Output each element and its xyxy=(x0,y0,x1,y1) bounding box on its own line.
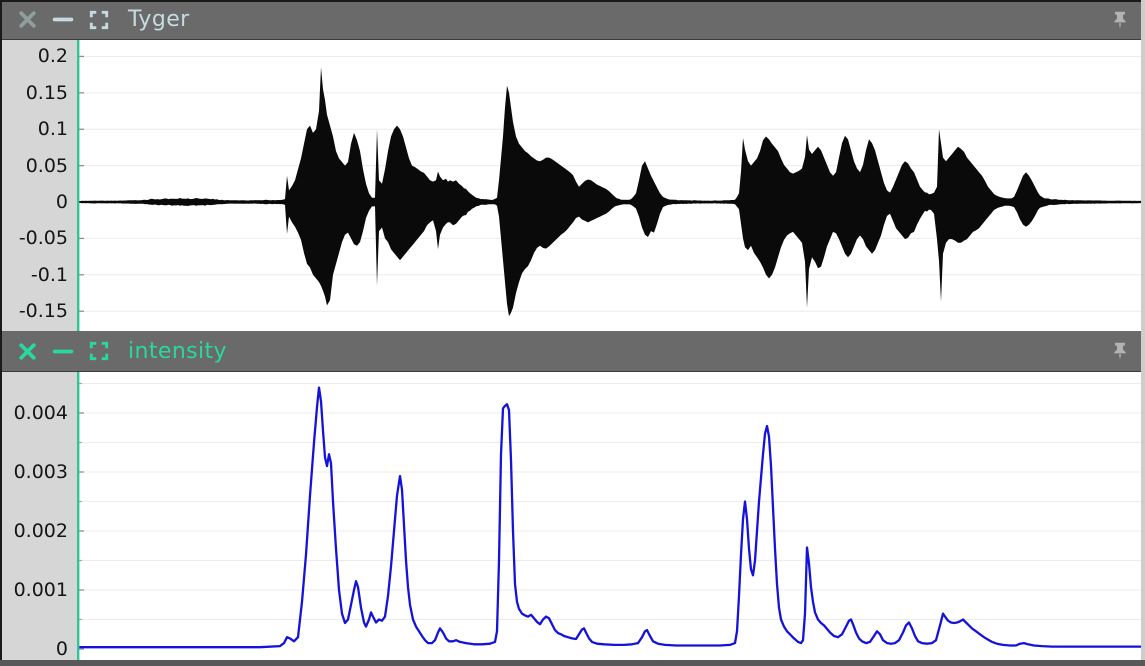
minimize-icon xyxy=(52,17,74,22)
close-icon xyxy=(18,11,36,28)
intensity-plot[interactable] xyxy=(77,372,1145,666)
pin-button[interactable] xyxy=(1107,7,1133,33)
titlebar-tyger: Tyger xyxy=(0,0,1145,40)
pin-button[interactable] xyxy=(1107,338,1133,364)
expand-icon xyxy=(89,10,109,29)
waveform-plot[interactable] xyxy=(77,40,1145,331)
close-button[interactable] xyxy=(14,338,40,364)
expand-icon xyxy=(89,341,109,361)
panel-tyger: Tyger 0.2 0.15 0.1 0.05 0 -0.05 -0.1 -0.15 xyxy=(0,0,1145,331)
y-axis-label: -0.1 xyxy=(30,263,68,286)
y-axis-label: -0.15 xyxy=(18,300,68,323)
y-axis-label: -0.05 xyxy=(18,227,68,250)
expand-button[interactable] xyxy=(86,338,112,364)
y-axis-label: 0.15 xyxy=(25,81,68,104)
y-axis-label: 0 xyxy=(55,638,68,660)
pin-icon xyxy=(1114,342,1126,360)
panel-title: intensity xyxy=(128,338,227,364)
close-button[interactable] xyxy=(14,7,40,33)
close-icon xyxy=(18,342,36,360)
intensity-y-axis: 0.004 0.003 0.002 0.001 0 xyxy=(0,372,77,666)
y-axis-label: 0.003 xyxy=(13,461,68,483)
panel-title: Tyger xyxy=(128,7,190,32)
y-axis-label: 0.002 xyxy=(13,520,68,542)
y-axis-label: 0 xyxy=(55,191,68,214)
minimize-button[interactable] xyxy=(50,7,76,33)
intensity-canvas xyxy=(77,372,1145,666)
panel-intensity: intensity 0.004 0.003 0.002 0.001 0 xyxy=(0,331,1145,666)
waveform-canvas xyxy=(77,40,1145,331)
y-axis-label: 0.1 xyxy=(37,118,68,141)
y-axis-label: 0.2 xyxy=(37,45,68,68)
minimize-button[interactable] xyxy=(50,338,76,364)
y-axis-label: 0.001 xyxy=(13,579,68,601)
pin-icon xyxy=(1114,11,1126,29)
expand-button[interactable] xyxy=(86,7,112,33)
minimize-icon xyxy=(52,349,74,353)
waveform-shape xyxy=(77,67,1145,317)
intensity-curve xyxy=(77,386,1145,649)
intensity-content: 0.004 0.003 0.002 0.001 0 xyxy=(0,372,1145,666)
waveform-content: 0.2 0.15 0.1 0.05 0 -0.05 -0.1 -0.15 xyxy=(0,40,1145,331)
titlebar-intensity: intensity xyxy=(0,331,1145,372)
y-axis-label: 0.05 xyxy=(25,154,68,177)
waveform-y-axis: 0.2 0.15 0.1 0.05 0 -0.05 -0.1 -0.15 xyxy=(0,40,77,331)
y-axis-label: 0.004 xyxy=(13,402,68,424)
